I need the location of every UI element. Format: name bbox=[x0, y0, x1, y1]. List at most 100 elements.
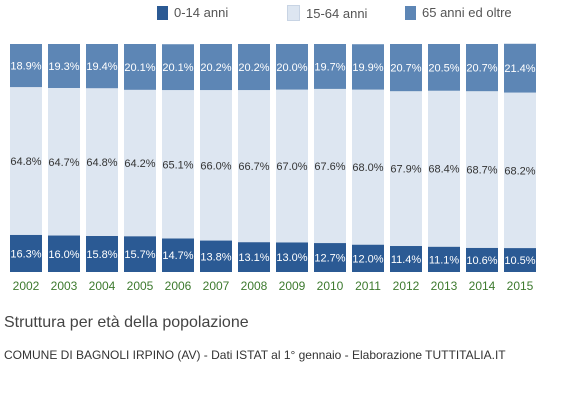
data-label: 11.4% bbox=[391, 254, 422, 266]
data-label: 64.7% bbox=[48, 157, 79, 169]
x-tick-label: 2003 bbox=[51, 279, 78, 293]
data-label: 20.1% bbox=[162, 62, 193, 74]
bar-segment-2006-1 bbox=[162, 90, 194, 239]
x-tick-label: 2013 bbox=[431, 279, 458, 293]
data-label: 12.7% bbox=[314, 253, 345, 265]
x-tick-label: 2005 bbox=[127, 279, 154, 293]
bar-segment-2003-0 bbox=[48, 235, 80, 272]
data-label: 20.7% bbox=[390, 63, 421, 75]
data-label: 68.7% bbox=[466, 165, 497, 177]
chart-title: Struttura per età della popolazione bbox=[4, 314, 249, 331]
data-label: 13.8% bbox=[200, 251, 231, 263]
data-label: 16.3% bbox=[10, 248, 41, 260]
bar-segment-2009-0 bbox=[276, 242, 308, 272]
bar-segment-2009-1 bbox=[276, 89, 308, 243]
stacked-bar-chart: 16.3% 64.8% 18.9% 2002 16.0% 64.7% 19.3% 2003 15… bbox=[10, 43, 536, 293]
bar-segment-2015-1 bbox=[504, 92, 536, 249]
data-label: 13.1% bbox=[238, 252, 269, 264]
bar-segment-2003-2 bbox=[48, 44, 80, 88]
legend-label: 15-64 anni bbox=[306, 5, 368, 21]
bar-segment-2013-2 bbox=[428, 44, 460, 91]
data-label: 20.2% bbox=[200, 62, 231, 74]
bar-segment-2010-0 bbox=[314, 243, 346, 272]
data-label: 68.2% bbox=[504, 165, 535, 177]
x-tick-label: 2009 bbox=[279, 279, 306, 293]
bar-segment-2008-1 bbox=[238, 90, 270, 243]
data-label: 20.1% bbox=[124, 62, 155, 74]
data-label: 67.0% bbox=[276, 161, 307, 173]
data-label: 14.7% bbox=[162, 250, 193, 262]
bar-segment-2011-0 bbox=[352, 244, 384, 272]
x-tick-label: 2004 bbox=[89, 279, 116, 293]
bar-segment-2010-2 bbox=[314, 44, 346, 89]
x-tick-label: 2007 bbox=[203, 279, 230, 293]
bar-segment-2003-1 bbox=[48, 88, 80, 236]
data-label: 19.7% bbox=[314, 61, 345, 73]
bar-segment-2010-1 bbox=[314, 88, 346, 244]
bar-segment-2002-2 bbox=[10, 44, 42, 88]
data-label: 68.0% bbox=[352, 162, 383, 174]
bar-segment-2012-1 bbox=[390, 91, 422, 247]
bar-segment-2015-2 bbox=[504, 43, 536, 93]
bar-segment-2013-1 bbox=[428, 90, 460, 247]
bar-segment-2011-2 bbox=[352, 44, 384, 90]
data-label: 11.1% bbox=[429, 254, 460, 266]
x-tick-label: 2014 bbox=[469, 279, 496, 293]
data-label: 64.8% bbox=[86, 157, 117, 169]
data-label: 20.7% bbox=[466, 63, 497, 75]
data-label: 67.9% bbox=[390, 164, 421, 176]
x-tick-label: 2015 bbox=[507, 279, 534, 293]
bar-segment-2006-2 bbox=[162, 44, 194, 91]
data-label: 13.0% bbox=[276, 252, 307, 264]
data-label: 67.6% bbox=[314, 161, 345, 173]
legend-item-2: 65 anni ed oltre bbox=[405, 5, 512, 20]
x-tick-label: 2012 bbox=[393, 279, 420, 293]
x-tick-label: 2002 bbox=[13, 279, 40, 293]
data-label: 20.5% bbox=[428, 62, 459, 74]
legend-swatch bbox=[157, 5, 168, 20]
bar-segment-2007-0 bbox=[200, 240, 232, 272]
bar-segment-2013-0 bbox=[428, 246, 460, 272]
chart-legend: 0-14 anni 15-64 anni 65 anni ed oltre bbox=[0, 0, 565, 26]
data-label: 20.2% bbox=[238, 62, 269, 74]
bar-segment-2012-0 bbox=[390, 246, 422, 272]
legend-swatch bbox=[287, 5, 300, 21]
bar-segment-2014-0 bbox=[466, 247, 498, 272]
bar-segment-2004-0 bbox=[86, 235, 118, 272]
bar-segment-2007-1 bbox=[200, 90, 232, 241]
data-label: 10.5% bbox=[504, 255, 535, 267]
data-label: 21.4% bbox=[504, 63, 535, 75]
chart-subtitle: COMUNE DI BAGNOLI IRPINO (AV) - Dati IST… bbox=[4, 348, 506, 362]
bar-segment-2004-2 bbox=[86, 44, 118, 89]
bar-segment-2009-2 bbox=[276, 44, 308, 90]
data-label: 19.9% bbox=[352, 62, 383, 74]
bar-segment-2002-0 bbox=[10, 234, 42, 272]
bar-segment-2008-0 bbox=[238, 242, 270, 272]
data-label: 66.7% bbox=[238, 161, 269, 173]
bar-segment-2012-2 bbox=[390, 44, 422, 92]
bar-segment-2006-0 bbox=[162, 238, 194, 272]
bar-segment-2004-1 bbox=[86, 88, 118, 236]
x-tick-label: 2008 bbox=[241, 279, 268, 293]
data-label: 19.4% bbox=[86, 61, 117, 73]
data-label: 68.4% bbox=[428, 164, 459, 176]
bar-segment-2014-2 bbox=[466, 44, 498, 92]
x-tick-label: 2010 bbox=[317, 279, 344, 293]
bar-segment-2005-2 bbox=[124, 44, 156, 90]
legend-swatch bbox=[405, 5, 416, 20]
data-label: 10.6% bbox=[466, 255, 497, 267]
legend-label: 65 anni ed oltre bbox=[422, 5, 512, 20]
bar-segment-2011-1 bbox=[352, 89, 384, 245]
legend-item-1: 15-64 anni bbox=[287, 5, 367, 21]
bar-segment-2008-2 bbox=[238, 44, 270, 91]
bar-segment-2007-2 bbox=[200, 44, 232, 91]
data-label: 65.1% bbox=[162, 159, 193, 171]
bar-segment-2005-1 bbox=[124, 89, 156, 237]
data-label: 19.3% bbox=[48, 61, 79, 73]
legend-label: 0-14 anni bbox=[174, 5, 229, 20]
data-label: 20.0% bbox=[276, 62, 307, 74]
data-label: 18.9% bbox=[10, 61, 41, 73]
data-label: 15.7% bbox=[124, 249, 155, 261]
data-label: 12.0% bbox=[352, 253, 383, 265]
bar-segment-2014-1 bbox=[466, 91, 498, 248]
